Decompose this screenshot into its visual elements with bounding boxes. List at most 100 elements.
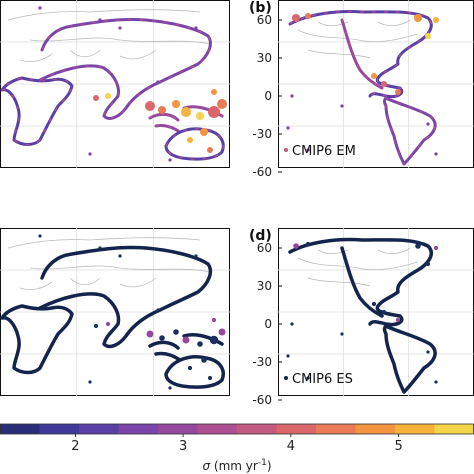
coastline-series [164, 127, 225, 161]
y-tick-label: 30 [257, 51, 272, 65]
data-point [293, 243, 299, 249]
data-point [426, 350, 430, 354]
data-point [306, 376, 310, 380]
land-outline [7, 9, 211, 45]
data-point [218, 328, 226, 336]
land-outline [7, 237, 211, 273]
data-point [286, 126, 290, 130]
colorbar: 2 3 4 5 σ (mm yr-1) [0, 423, 474, 473]
colorbar-segment [434, 424, 474, 434]
colorbar-segment [316, 424, 356, 434]
colorbar-segment [237, 424, 277, 434]
data-point [172, 100, 180, 108]
data-point [156, 80, 160, 84]
coastline-series [340, 246, 384, 318]
data-point [381, 81, 387, 87]
coastlines [286, 10, 439, 166]
data-point [146, 330, 154, 338]
data-point [207, 375, 213, 381]
colorbar-segment [79, 424, 119, 434]
panel-c [0, 228, 230, 396]
data-point [217, 99, 227, 109]
data-point [292, 14, 300, 22]
panel-b: (b)60 30 0 -30 -60 CMIP6 EM [249, 0, 474, 179]
colorbar-segment [276, 424, 317, 434]
panel-d: (d)60 30 0 -30 -60 CMIP6 ES [249, 228, 474, 407]
data-point [181, 107, 191, 117]
y-tick-label: -60 [252, 393, 272, 407]
data-point [168, 158, 172, 162]
coastlines [286, 237, 439, 394]
y-tick-label: 30 [257, 279, 272, 293]
data-point [425, 261, 431, 267]
coastlines [0, 6, 227, 162]
land-outline [317, 247, 411, 255]
data-point [211, 89, 217, 95]
data-point [201, 357, 207, 363]
data-point [433, 245, 439, 251]
colorbar-label: σ (mm yr-1) [202, 458, 271, 473]
data-point [340, 104, 344, 108]
data-point [415, 243, 421, 249]
colorbar-segment [395, 424, 435, 434]
colorbar-label-exponent: -1 [258, 458, 267, 468]
data-point [306, 148, 310, 152]
colorbar-segment [0, 424, 40, 434]
data-point [286, 354, 290, 358]
data-point [98, 18, 102, 22]
data-point [305, 13, 311, 19]
data-point [118, 26, 122, 30]
y-tick-label: -60 [252, 165, 272, 179]
panel-a [0, 0, 230, 168]
data-point [434, 380, 438, 384]
coastline-series-highlight [383, 97, 436, 166]
data-point [168, 386, 172, 390]
data-point [105, 93, 111, 99]
y-tick-label: -30 [252, 127, 272, 141]
data-point [395, 89, 401, 95]
data-point [173, 329, 179, 335]
data-point [182, 336, 190, 344]
coastline-series [0, 304, 74, 375]
colorbar-tick-label: 4 [287, 439, 295, 454]
data-point [211, 317, 217, 323]
y-tick-label: 0 [264, 317, 272, 331]
data-point [371, 301, 377, 307]
colorbar-tick-label: 5 [394, 439, 402, 454]
coastline-series [38, 245, 213, 349]
coastlines [0, 234, 226, 390]
coastline-series-highlight [341, 19, 383, 89]
panel-label: (d) [249, 228, 272, 244]
data-point [118, 254, 122, 258]
y-tick-label: 60 [257, 241, 272, 255]
data-point [381, 309, 387, 315]
colorbar-label-symbol: σ [202, 459, 213, 473]
data-point [88, 152, 92, 156]
data-point [88, 380, 92, 384]
data-point [93, 95, 99, 101]
data-point [426, 122, 430, 126]
data-point [425, 33, 431, 39]
data-point [371, 73, 377, 79]
data-point [414, 14, 422, 22]
data-point [93, 323, 99, 329]
data-point [187, 137, 193, 143]
colorbar-segment [158, 424, 198, 434]
legend-marker [284, 376, 288, 380]
y-tick-label: 60 [257, 13, 272, 27]
colorbar-tick-label: 3 [179, 439, 187, 454]
data-point [395, 317, 401, 323]
data-point [196, 112, 204, 120]
data-point [98, 246, 102, 250]
colorbar-segment [39, 424, 80, 434]
coastline-series-highlight [289, 10, 432, 98]
colorbar-segment [118, 424, 159, 434]
coastline-series-highlight [39, 18, 211, 120]
data-point [434, 152, 438, 156]
data-point [200, 128, 208, 136]
colorbar-tick-label: 2 [71, 439, 79, 454]
data-point [194, 254, 198, 258]
data-point [38, 6, 42, 10]
legend-label: CMIP6 EM [292, 144, 356, 159]
